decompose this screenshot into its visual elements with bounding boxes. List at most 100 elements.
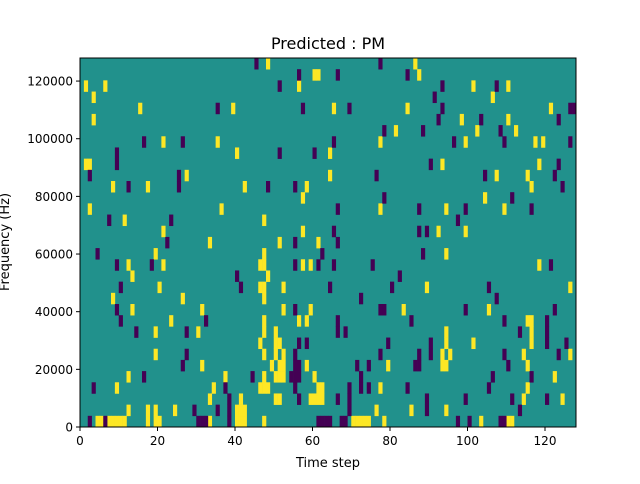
cell-low [118,281,123,294]
cell-high [153,415,158,428]
cell-low [552,169,557,182]
cell-high [529,181,534,193]
cell-low [556,158,561,171]
cell-low [293,371,298,383]
cell-high [269,359,275,372]
cell-low [421,125,426,137]
cell-high [145,181,151,193]
cell-high [281,304,286,316]
cell-high [169,315,174,327]
cell-high [463,225,468,238]
cell-low [176,169,182,182]
cell-low [293,181,298,193]
cell-high [297,80,302,92]
cell-high [382,415,387,428]
cell-low [517,404,523,417]
cell-high [262,348,267,361]
cell-high [463,136,468,148]
cell-low [134,326,139,338]
cell-high [444,337,449,350]
cell-high [448,348,453,361]
y-tick-label: 120000 [27,75,73,89]
cell-high [180,292,185,305]
cell-low [556,113,561,126]
cell-low [366,359,371,372]
cell-high [444,404,449,417]
cell-high [316,393,321,405]
cell-high [266,58,271,70]
cell-background [80,58,576,427]
cell-low [293,348,298,361]
cell-high [316,382,321,394]
cell-high [312,371,317,383]
cell-high [145,404,151,417]
cell-high [521,393,526,405]
cell-high [215,136,220,148]
cell-low [300,102,306,115]
cell-low [417,348,422,361]
y-tick-label: 80000 [35,190,73,204]
cell-low [428,158,433,171]
cell-low [463,203,468,215]
cell-high [506,80,511,92]
cell-high [304,359,309,372]
cell-low [502,136,507,148]
y-tick-label: 40000 [35,305,73,319]
cell-high [471,80,476,92]
cell-low [529,203,534,215]
cell-high [312,393,317,405]
cell-low [293,236,298,249]
cell-high [118,415,123,428]
cell-low [227,393,232,405]
cell-low [335,69,340,81]
cell-low [572,102,577,115]
cell-high [281,348,286,361]
cell-low [335,315,340,327]
cell-high [320,382,325,394]
cell-high [238,415,244,428]
cell-high [444,203,449,215]
cell-high [304,315,309,327]
cell-low [316,415,321,428]
cell-high [444,326,449,338]
cell-high [223,371,228,383]
cell-low [378,348,383,361]
cell-high [126,371,131,383]
cell-low [293,259,298,271]
chart-title: Predicted : PM [271,34,385,53]
cell-low [359,292,364,305]
cell-high [440,359,445,372]
cell-high [304,181,309,193]
cell-low [266,181,271,193]
cell-low [335,326,340,338]
cell-low [382,125,387,137]
cell-low [289,371,294,383]
cell-low [564,337,569,350]
cell-low [409,315,414,327]
cell-high [483,192,488,204]
cell-low [200,415,205,428]
cell-high [378,203,383,215]
cell-low [556,348,561,361]
cell-low [339,415,344,428]
cell-low [390,281,395,294]
cell-high [200,359,205,372]
y-tick-label: 0 [65,421,73,435]
cell-high [328,147,333,159]
cell-low [114,259,120,271]
cell-high [525,169,530,182]
cell-low [277,147,282,159]
cell-low [417,203,422,215]
cell-low [417,359,422,372]
cell-low [331,259,337,271]
x-tick-label: 40 [227,434,242,448]
cell-low [114,158,120,171]
cell-high [560,393,565,405]
cell-low [347,393,352,405]
cell-low [235,270,240,282]
cell-high [103,80,108,92]
cell-high [262,281,267,294]
cell-high [273,326,278,338]
x-axis-label: Time step [295,456,360,471]
cell-high [130,304,135,316]
